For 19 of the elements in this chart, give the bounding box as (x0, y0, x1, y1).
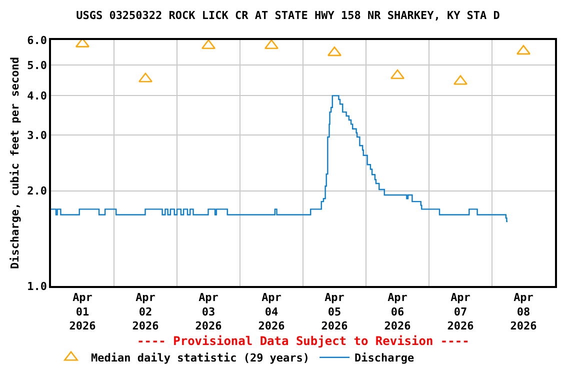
y-tick-label: 4.0 (27, 90, 48, 103)
x-tick-label: Apr 04 2026 (258, 290, 286, 333)
text: ---- Provisional Data Subject to Revision ---- (137, 334, 470, 348)
y-tick-label: 2.0 (27, 184, 48, 198)
y-axis-title: Discharge, cubic feet per second (8, 57, 22, 269)
x-tick-label: Apr 07 2026 (447, 290, 474, 333)
chart-title: USGS 03250322 ROCK LICK CR AT STATE HWY 158 NR SHARKEY, KY STA D (76, 9, 500, 22)
x-tick-label: Apr 06 2026 (384, 290, 412, 333)
y-tick-label: 6.0 (27, 34, 48, 47)
legend-label: Discharge (354, 352, 415, 365)
y-tick-label: 1.0 (27, 280, 48, 293)
y-tick-label: 5.0 (27, 58, 48, 72)
x-tick-label: Apr 02 2026 (132, 290, 160, 333)
x-tick-label: Apr 05 2026 (321, 290, 348, 333)
x-tick-label: Apr 08 2026 (510, 290, 538, 333)
legend-label: Median daily statistic (29 years) (91, 352, 310, 365)
x-tick-label: Apr 03 2026 (195, 290, 222, 333)
x-tick-label: Apr 01 2026 (69, 290, 96, 333)
y-tick-label: 3.0 (27, 129, 48, 142)
